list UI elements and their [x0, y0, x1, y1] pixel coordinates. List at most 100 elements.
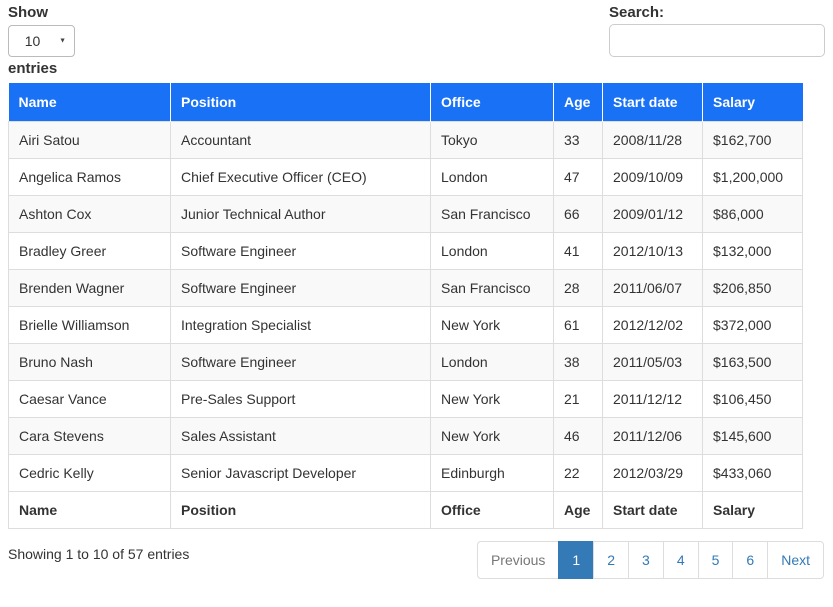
cell-start-date: 2008/11/28	[602, 120, 703, 159]
footer-header-position: Position	[170, 490, 431, 529]
cell-age: 41	[553, 231, 603, 270]
table-controls: Show 10 entries Search:	[0, 0, 833, 83]
cell-name: Ashton Cox	[8, 194, 171, 233]
cell-start-date: 2011/06/07	[602, 268, 703, 307]
column-header-salary[interactable]: Salary	[702, 83, 803, 121]
page-button-2[interactable]: 2	[593, 540, 630, 579]
table-row: Cara Stevens Sales Assistant New York 46 201…	[8, 416, 803, 455]
cell-office: London	[430, 342, 554, 381]
footer-header-name: Name	[8, 490, 171, 529]
cell-age: 46	[553, 416, 603, 455]
table-header: Name Position Office Age Start date Sala…	[8, 83, 803, 121]
cell-age: 22	[553, 453, 603, 492]
table-row: Bruno Nash Software Engineer London 38 2011/…	[8, 342, 803, 381]
cell-salary: $372,000	[702, 305, 803, 344]
table-row: Brenden Wagner Software Engineer San Franc…	[8, 268, 803, 307]
search-label: Search:	[609, 4, 665, 21]
footer-header-start-date: Start date	[602, 490, 703, 529]
cell-salary: $145,600	[702, 416, 803, 455]
column-header-name[interactable]: Name	[8, 83, 171, 121]
cell-salary: $86,000	[702, 194, 803, 233]
cell-start-date: 2009/10/09	[602, 157, 703, 196]
cell-position: Integration Specialist	[170, 305, 431, 344]
page-button-4[interactable]: 4	[662, 540, 699, 579]
cell-start-date: 2011/12/06	[602, 416, 703, 455]
header-row: Name Position Office Age Start date Sala…	[8, 83, 803, 121]
previous-button[interactable]: Previous	[476, 540, 560, 579]
cell-office: London	[430, 157, 554, 196]
cell-position: Software Engineer	[170, 342, 431, 381]
table-row: Brielle Williamson Integration Specialist…	[8, 305, 803, 344]
page-button-3[interactable]: 3	[628, 540, 664, 579]
table-bottom-bar: Showing 1 to 10 of 57 entries Previous 1…	[0, 529, 833, 579]
cell-start-date: 2012/12/02	[602, 305, 703, 344]
cell-office: Tokyo	[430, 120, 554, 159]
table-row: Bradley Greer Software Engineer London 41 20…	[8, 231, 803, 270]
cell-name: Bruno Nash	[8, 342, 171, 381]
cell-salary: $162,700	[702, 120, 803, 159]
table-row: Airi Satou Accountant Tokyo 33 2008/11/28 $16…	[8, 120, 803, 159]
entries-length-control: Show 10 entries	[8, 4, 178, 77]
column-header-age[interactable]: Age	[553, 83, 603, 121]
next-button[interactable]: Next	[767, 540, 824, 579]
cell-office: San Francisco	[430, 268, 554, 307]
cell-start-date: 2011/05/03	[602, 342, 703, 381]
table-body: Airi Satou Accountant Tokyo 33 2008/11/28 $16…	[8, 120, 803, 492]
cell-salary: $163,500	[702, 342, 803, 381]
cell-start-date: 2012/03/29	[602, 453, 703, 492]
entries-select[interactable]: 10	[8, 25, 75, 57]
pagination: Previous 1 2 3 4 5 6 Next	[476, 540, 824, 579]
page-button-6[interactable]: 6	[732, 540, 769, 579]
table-info: Showing 1 to 10 of 57 entries	[8, 545, 190, 562]
cell-office: New York	[430, 305, 554, 344]
cell-start-date: 2009/01/12	[602, 194, 703, 233]
cell-position: Senior Javascript Developer	[170, 453, 431, 492]
cell-age: 66	[553, 194, 603, 233]
table-footer: Name Position Office Age Start date Sala…	[8, 490, 803, 529]
page-button-1[interactable]: 1	[558, 540, 595, 579]
column-header-start-date[interactable]: Start date	[602, 83, 703, 121]
cell-salary: $132,000	[702, 231, 803, 270]
cell-name: Bradley Greer	[8, 231, 171, 270]
cell-age: 28	[553, 268, 603, 307]
table-row: Caesar Vance Pre-Sales Support New York 21 2…	[8, 379, 803, 418]
table-row: Ashton Cox Junior Technical Author San Fra…	[8, 194, 803, 233]
cell-name: Caesar Vance	[8, 379, 171, 418]
page-button-5[interactable]: 5	[697, 540, 734, 579]
cell-name: Cara Stevens	[8, 416, 171, 455]
cell-name: Brenden Wagner	[8, 268, 171, 307]
table-row: Angelica Ramos Chief Executive Officer (C…	[8, 157, 803, 196]
cell-office: New York	[430, 416, 554, 455]
cell-position: Chief Executive Officer (CEO)	[170, 157, 431, 196]
cell-position: Sales Assistant	[170, 416, 431, 455]
footer-row: Name Position Office Age Start date Sala…	[8, 490, 803, 529]
footer-header-salary: Salary	[702, 490, 803, 529]
entries-select-wrap: 10	[8, 25, 75, 57]
entries-label: entries	[8, 60, 58, 77]
cell-name: Brielle Williamson	[8, 305, 171, 344]
cell-salary: $1,200,000	[702, 157, 803, 196]
footer-header-age: Age	[553, 490, 603, 529]
cell-start-date: 2012/10/13	[602, 231, 703, 270]
cell-office: San Francisco	[430, 194, 554, 233]
cell-position: Pre-Sales Support	[170, 379, 431, 418]
cell-office: Edinburgh	[430, 453, 554, 492]
cell-age: 38	[553, 342, 603, 381]
cell-position: Accountant	[170, 120, 431, 159]
cell-age: 33	[553, 120, 603, 159]
search-input[interactable]	[609, 24, 825, 57]
table-row: Cedric Kelly Senior Javascript Developer E…	[8, 453, 803, 492]
cell-salary: $106,450	[702, 379, 803, 418]
cell-salary: $433,060	[702, 453, 803, 492]
cell-start-date: 2011/12/12	[602, 379, 703, 418]
cell-office: New York	[430, 379, 554, 418]
search-control: Search:	[609, 4, 825, 77]
cell-age: 21	[553, 379, 603, 418]
cell-name: Angelica Ramos	[8, 157, 171, 196]
cell-age: 61	[553, 305, 603, 344]
column-header-office[interactable]: Office	[430, 83, 554, 121]
footer-header-office: Office	[430, 490, 554, 529]
cell-position: Software Engineer	[170, 268, 431, 307]
cell-position: Software Engineer	[170, 231, 431, 270]
column-header-position[interactable]: Position	[170, 83, 431, 121]
